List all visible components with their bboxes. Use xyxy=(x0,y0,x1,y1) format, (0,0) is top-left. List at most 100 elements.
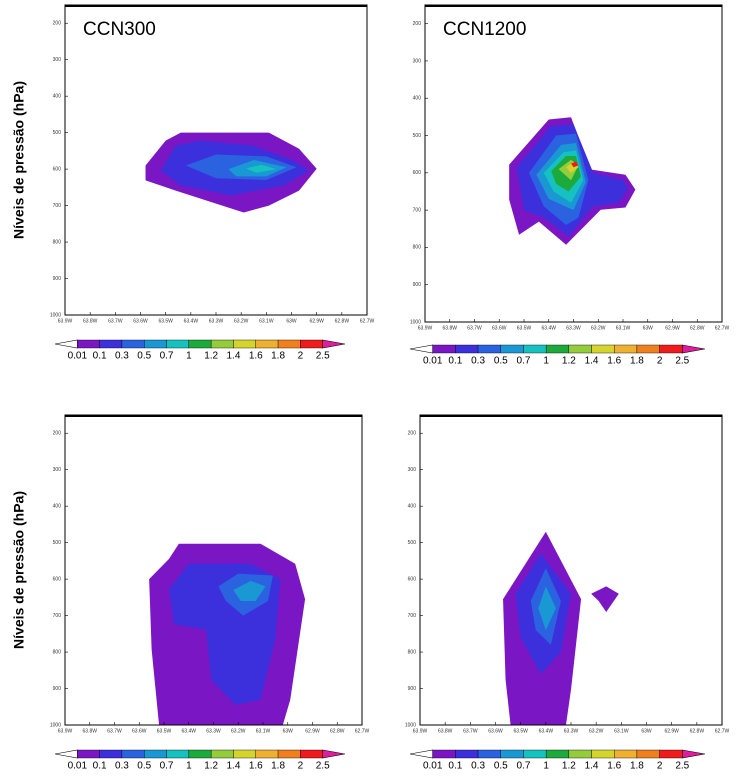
colorbar-swatch xyxy=(121,339,145,349)
colorbar-label: 0.1 xyxy=(93,351,107,362)
colorbar-label: 1.8 xyxy=(630,761,644,772)
x-tick-label: 63W xyxy=(641,728,652,734)
y-tick-label: 800 xyxy=(53,649,62,655)
x-tick-label: 63.7W xyxy=(108,318,123,324)
colorbar-swatch xyxy=(255,749,279,759)
y-tick-label: 700 xyxy=(413,207,422,213)
y-tick-label: 900 xyxy=(413,282,422,288)
colorbar-swatch xyxy=(659,749,683,759)
colorbar-swatch xyxy=(523,344,547,354)
colorbar-swatch xyxy=(432,344,456,354)
y-tick-label: 600 xyxy=(53,166,62,172)
colorbar-label: 0.7 xyxy=(160,761,174,772)
colorbar-swatch xyxy=(166,749,190,759)
contour-region xyxy=(246,164,277,173)
colorbar-label: 1.2 xyxy=(562,356,576,367)
colorbar-label: 1.2 xyxy=(204,351,218,362)
colorbar-swatch xyxy=(614,749,638,759)
contour-region xyxy=(591,586,619,612)
colorbar-swatch xyxy=(545,344,570,354)
colorbar-swatch xyxy=(233,339,256,349)
y-axis-label: Níveis de pressão (hPa) xyxy=(11,491,27,649)
x-tick-label: 62.9W xyxy=(309,318,324,324)
colorbar-swatch xyxy=(77,749,100,759)
x-tick-label: 63.5W xyxy=(157,728,172,734)
x-tick-label: 63.1W xyxy=(259,318,274,324)
y-tick-label: 500 xyxy=(408,540,417,546)
x-tick-label: 62.7W xyxy=(355,728,370,734)
colorbar-label: 1.6 xyxy=(249,761,263,772)
x-tick-label: 63.1W xyxy=(256,728,271,734)
colorbar-label: 2.5 xyxy=(316,351,330,362)
colorbar-label: 0.5 xyxy=(494,356,508,367)
colorbar-swatch xyxy=(210,749,234,759)
x-tick-label: 63.9W xyxy=(58,728,73,734)
colorbar-label: 2 xyxy=(298,351,304,362)
colorbar-swatch xyxy=(188,339,212,349)
colorbar-label: 0.5 xyxy=(137,351,151,362)
y-tick-label: 300 xyxy=(408,467,417,473)
x-tick-label: 62.7W xyxy=(715,325,730,331)
colorbar-label: 0.3 xyxy=(471,761,485,772)
colorbar-swatch xyxy=(591,344,615,354)
y-tick-label: 600 xyxy=(408,576,417,582)
y-tick-label: 900 xyxy=(53,276,62,282)
x-tick-label: 63.2W xyxy=(591,325,606,331)
x-tick-label: 62.7W xyxy=(360,318,375,324)
x-tick-label: 63.5W xyxy=(517,325,532,331)
colorbar-swatch xyxy=(500,749,524,759)
x-tick-label: 63.4W xyxy=(182,728,197,734)
y-tick-label: 200 xyxy=(53,431,62,437)
colorbar-label: 0.3 xyxy=(115,351,129,362)
x-tick-label: 63.3W xyxy=(564,728,579,734)
x-tick-label: 63.8W xyxy=(83,728,98,734)
colorbar-swatch xyxy=(188,749,212,759)
colorbar-label: 1.4 xyxy=(227,351,241,362)
x-tick-label: 62.8W xyxy=(690,325,705,331)
contour-region xyxy=(571,161,579,168)
colorbar-swatch xyxy=(166,339,190,349)
y-tick-label: 400 xyxy=(408,504,417,510)
colorbar-swatch xyxy=(636,749,660,759)
x-tick-label: 63.3W xyxy=(206,728,221,734)
colorbar-label: 2.5 xyxy=(675,356,689,367)
x-tick-label: 63.5W xyxy=(513,728,528,734)
colorbar-label: 0.01 xyxy=(68,351,88,362)
colorbar-label: 0.1 xyxy=(448,761,462,772)
x-tick-label: 62.9W xyxy=(664,728,679,734)
colorbar-swatch xyxy=(477,344,501,354)
colorbar-low-arrow xyxy=(409,749,433,759)
x-tick-label: 63.2W xyxy=(589,728,604,734)
y-tick-label: 500 xyxy=(413,133,422,139)
colorbar-label: 1.8 xyxy=(271,761,285,772)
colorbar-high-arrow xyxy=(682,344,706,354)
y-tick-label: 600 xyxy=(53,576,62,582)
x-tick-label: 63.6W xyxy=(132,728,147,734)
x-tick-label: 63.9W xyxy=(418,325,433,331)
colorbar-label: 1.6 xyxy=(607,761,621,772)
colorbar-swatch xyxy=(121,749,145,759)
y-tick-label: 300 xyxy=(53,467,62,473)
x-tick-label: 63.5W xyxy=(158,318,173,324)
colorbar-swatch xyxy=(99,339,123,349)
colorbar-low-arrow xyxy=(409,344,433,354)
x-tick-label: 63W xyxy=(643,325,654,331)
colorbar-label: 0.1 xyxy=(448,356,462,367)
colorbar-swatch xyxy=(591,749,615,759)
panel-title: CCN1200 xyxy=(443,19,526,40)
y-tick-label: 1000 xyxy=(410,319,421,325)
x-tick-label: 63.4W xyxy=(542,325,557,331)
colorbar-label: 1.8 xyxy=(630,356,644,367)
colorbar-label: 0.3 xyxy=(115,761,129,772)
x-tick-label: 63.2W xyxy=(234,318,249,324)
colorbar-label: 1 xyxy=(543,761,549,772)
colorbar-high-arrow xyxy=(322,749,346,759)
colorbar-label: 0.7 xyxy=(517,761,531,772)
colorbar-label: 1.6 xyxy=(249,351,263,362)
x-tick-label: 63.6W xyxy=(492,325,507,331)
x-tick-label: 63.1W xyxy=(616,325,631,331)
x-tick-label: 62.8W xyxy=(330,728,345,734)
x-tick-label: 62.8W xyxy=(335,318,350,324)
y-tick-label: 800 xyxy=(408,649,417,655)
x-tick-label: 63.7W xyxy=(107,728,122,734)
